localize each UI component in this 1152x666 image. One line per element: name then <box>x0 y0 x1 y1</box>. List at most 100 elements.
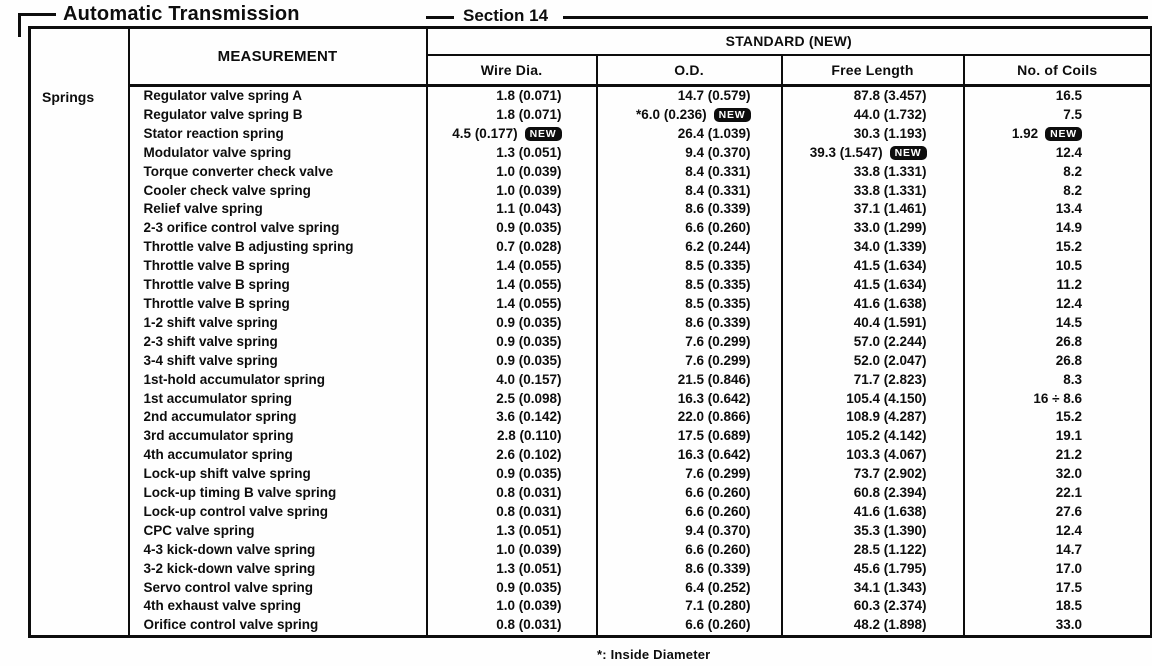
od-value: 14.7 (0.579) <box>595 85 782 106</box>
free-length-value: 41.6 (1.638) <box>780 502 964 522</box>
measurement-name: Orifice control valve spring <box>129 616 427 636</box>
measurement-name: Lock-up shift valve spring <box>129 465 427 484</box>
cell-text: Torque converter check valve <box>143 163 334 179</box>
cell-text: 15.2 <box>1055 409 1083 425</box>
page-title: Automatic Transmission <box>63 3 300 25</box>
new-badge: NEW <box>889 145 927 160</box>
cell-text: 12.4 <box>1055 144 1083 160</box>
coils-value: 18.5 <box>962 597 1152 617</box>
cell-text: Regulator valve spring A <box>143 88 303 103</box>
cell-text: 0.9 (0.035) <box>496 220 562 236</box>
coils-value: 12.4 <box>962 521 1152 541</box>
cell-text: 33.8 (1.331) <box>853 163 927 179</box>
cell-text: 14.9 <box>1055 220 1083 236</box>
cell-text: 1.0 (0.039) <box>496 598 562 614</box>
free-length-value: 60.3 (2.374) <box>780 597 964 617</box>
table-row: Cooler check valve spring 1.0 (0.039) 8.… <box>30 181 1152 201</box>
cell-text: 87.8 (3.457) <box>853 88 927 103</box>
cell-text: 8.6 (0.339) <box>685 314 751 330</box>
wire-dia-value: 0.8 (0.031) <box>425 484 597 503</box>
measurement-name: 2nd accumulator spring <box>129 408 427 427</box>
measurement-name: Relief valve spring <box>129 200 427 219</box>
coils-value: 12.4 <box>962 143 1152 163</box>
cell-text: 4th accumulator spring <box>143 447 293 463</box>
cell-text: 32.0 <box>1055 466 1083 482</box>
group-label-springs: Springs <box>29 85 130 637</box>
wire-dia-value: 0.8 (0.031) <box>425 616 597 637</box>
wire-dia-value: 1.0 (0.039) <box>425 181 597 201</box>
cell-text: 7.6 (0.299) <box>685 333 751 349</box>
cell-text: 8.5 (0.335) <box>685 277 751 293</box>
free-length-value: 45.6 (1.795) <box>780 559 964 579</box>
wire-dia-value: 4.5 (0.177) NEW <box>425 124 597 144</box>
measurement-name: Cooler check valve spring <box>129 182 427 201</box>
cell-text: 1.1 (0.043) <box>496 201 562 217</box>
free-length-value: 60.8 (2.394) <box>780 484 964 503</box>
coils-value: 15.2 <box>962 238 1152 258</box>
wire-dia-value: 1.4 (0.055) <box>425 294 597 314</box>
coils-value: 7.5 <box>962 105 1152 125</box>
cell-text: 17.5 <box>1055 579 1083 595</box>
cell-text: 18.5 <box>1055 598 1083 614</box>
cell-text: 16.3 (0.642) <box>677 447 751 463</box>
table-row: 3-2 kick-down valve spring 1.3 (0.051) 8… <box>30 559 1152 579</box>
table-row: 1st accumulator spring 2.5 (0.098) 16.3 … <box>30 389 1152 409</box>
coils-value: 16.5 <box>962 85 1152 106</box>
cell-text: 6.4 (0.252) <box>685 579 751 595</box>
measurement-name: 4th exhaust valve spring <box>129 597 427 616</box>
free-length-value: 35.3 (1.390) <box>780 521 964 541</box>
table-row: 2-3 shift valve spring 0.9 (0.035) 7.6 (… <box>30 332 1152 352</box>
free-length-value: 41.5 (1.634) <box>780 257 964 277</box>
free-length-value: 34.0 (1.339) <box>780 238 964 258</box>
od-value: 8.6 (0.339) <box>595 313 782 333</box>
cell-text: 33.8 (1.331) <box>853 182 927 198</box>
new-badge: NEW <box>1045 126 1083 141</box>
cell-text: 41.6 (1.638) <box>853 503 927 519</box>
free-length-value: 105.2 (4.142) <box>780 427 964 447</box>
wire-dia-value: 0.9 (0.035) <box>425 332 597 352</box>
cell-text: 8.3 <box>1063 371 1083 387</box>
table-row: Orifice control valve spring 0.8 (0.031)… <box>30 616 1152 637</box>
cell-text: 1.0 (0.039) <box>496 541 562 557</box>
cell-text: 8.4 (0.331) <box>685 182 751 198</box>
wire-dia-value: 2.8 (0.110) <box>425 427 597 447</box>
cell-text: 15.2 <box>1055 239 1083 255</box>
new-badge: NEW <box>524 126 562 141</box>
cell-text: 105.2 (4.142) <box>846 428 927 444</box>
cell-text: 17.5 (0.689) <box>677 428 751 444</box>
cell-text: 3-2 kick-down valve spring <box>143 560 316 576</box>
coils-value: 27.6 <box>962 502 1152 522</box>
cell-text: 2-3 orifice control valve spring <box>143 220 340 236</box>
cell-text: 11.2 <box>1056 277 1083 293</box>
cell-text: Lock-up shift valve spring <box>143 466 311 482</box>
free-length-value: 40.4 (1.591) <box>780 313 964 333</box>
cell-text: 9.4 (0.370) <box>685 144 751 160</box>
cell-text: 7.6 (0.299) <box>685 466 751 482</box>
cell-text: 21.5 (0.846) <box>677 371 751 387</box>
cell-text: 0.8 (0.031) <box>496 617 562 633</box>
coils-value: 16 ÷ 8.6 <box>962 389 1152 409</box>
cell-text: 7.5 <box>1063 106 1083 122</box>
od-value: 7.6 (0.299) <box>595 332 782 352</box>
measurement-name: Stator reaction spring <box>129 125 427 144</box>
cell-text: 22.1 <box>1055 485 1083 501</box>
measurement-name: Torque converter check valve <box>129 163 427 182</box>
cell-text: 22.0 (0.866) <box>677 409 751 425</box>
cell-text: 40.4 (1.591) <box>853 314 927 330</box>
wire-dia-value: 0.7 (0.028) <box>425 238 597 258</box>
cell-text: 1.4 (0.055) <box>496 277 562 293</box>
cell-text: 2.8 (0.110) <box>496 428 562 444</box>
wire-dia-value: 3.6 (0.142) <box>425 408 597 428</box>
table-row: 3rd accumulator spring 2.8 (0.110) 17.5 … <box>30 427 1152 447</box>
free-length-value: 57.0 (2.244) <box>780 332 964 352</box>
table-row: Lock-up shift valve spring 0.9 (0.035) 7… <box>30 465 1152 485</box>
cell-text: 1st-hold accumulator spring <box>143 371 326 387</box>
cell-text: 0.9 (0.035) <box>496 466 562 482</box>
measurement-name: Regulator valve spring B <box>129 106 427 125</box>
cell-text: 1.8 (0.071) <box>496 88 562 103</box>
cell-text: 41.5 (1.634) <box>853 258 927 274</box>
od-value: 8.4 (0.331) <box>595 162 782 182</box>
coils-value: 17.0 <box>962 559 1152 579</box>
wire-dia-value: 0.9 (0.035) <box>425 465 597 485</box>
cell-text: 4.5 (0.177) <box>452 125 518 141</box>
